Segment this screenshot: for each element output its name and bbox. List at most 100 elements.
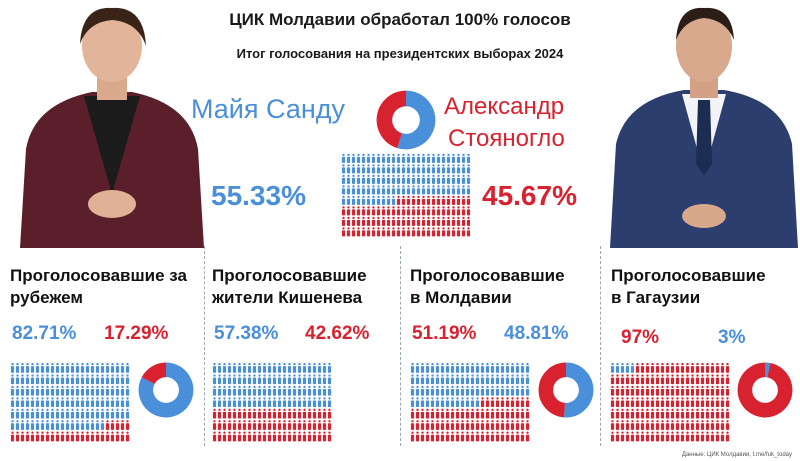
region-3-grid-person <box>655 374 660 385</box>
region-1-grid-person <box>252 362 257 373</box>
region-1-grid-person <box>262 385 267 396</box>
region-3-grid-person <box>680 420 685 430</box>
overall-grid-person <box>351 216 356 226</box>
overall-grid-person <box>366 185 371 195</box>
overall-grid-person <box>426 227 431 237</box>
region-2-grid-person <box>430 374 435 385</box>
region-1-grid-person <box>292 397 297 408</box>
region-0-grid-person <box>120 385 125 396</box>
region-2-grid-person <box>515 385 520 396</box>
region-1-grid-person <box>312 362 317 373</box>
region-2-grid-person <box>470 362 475 373</box>
region-0-grid-person <box>120 374 125 385</box>
region-3-grid-person <box>630 374 635 385</box>
region-2-grid-person <box>470 431 475 442</box>
overall-grid-person <box>441 206 446 216</box>
region-2-grid-person <box>460 374 465 385</box>
page-subtitle: Итог голосования на президентских выбора… <box>236 46 564 61</box>
overall-grid-person <box>356 216 361 226</box>
overall-grid-person <box>421 216 426 226</box>
region-3-grid-person <box>680 397 685 408</box>
region-2-grid-person <box>420 397 425 408</box>
region-0-grid-person <box>95 374 100 385</box>
overall-grid-person <box>466 227 471 237</box>
region-1-grid-person <box>287 362 292 373</box>
region-3-grid-person <box>670 408 675 419</box>
region-3-grid-person <box>635 420 640 430</box>
region-1-grid-person <box>247 385 252 396</box>
region-2-grid-person <box>440 431 445 442</box>
region-3-grid-person <box>615 374 620 385</box>
overall-grid-person <box>361 164 366 174</box>
region-0-grid-person <box>30 431 35 442</box>
region-2-grid-person <box>520 408 525 419</box>
region-moldova-pct-blue: 51.19% <box>412 323 477 344</box>
overall-grid-person <box>446 153 451 163</box>
region-0-grid-person <box>35 431 40 442</box>
candidate-right-percent: 45.67% <box>482 180 577 211</box>
region-0-grid-person <box>75 374 80 385</box>
region-0-grid-person <box>55 408 60 419</box>
region-3-grid-person <box>675 397 680 408</box>
region-2-grid-person <box>450 397 455 408</box>
region-2-grid-person <box>410 431 415 442</box>
region-2-grid-person <box>495 385 500 396</box>
region-2-grid-person <box>420 408 425 419</box>
overall-grid-person <box>446 227 451 237</box>
overall-grid-person <box>431 174 436 184</box>
overall-grid-person <box>451 153 456 163</box>
region-0-grid-person <box>30 420 35 430</box>
region-3-grid-person <box>640 408 645 419</box>
region-2-grid-person <box>425 431 430 442</box>
region-3-grid-person <box>640 362 645 373</box>
region-0-grid-person <box>125 397 130 408</box>
region-2-grid-person <box>475 374 480 385</box>
region-0-grid-person <box>70 408 75 419</box>
region-3-grid-person <box>700 385 705 396</box>
region-3-grid-person <box>705 397 710 408</box>
region-1-grid-person <box>297 385 302 396</box>
overall-grid-person <box>381 227 386 237</box>
region-2-grid-person <box>425 408 430 419</box>
region-0-grid-person <box>15 362 20 373</box>
region-3-grid-person <box>665 397 670 408</box>
region-0-grid-person <box>10 374 15 385</box>
overall-grid-person <box>391 153 396 163</box>
region-1-grid-person <box>287 431 292 442</box>
overall-grid-person <box>376 195 381 205</box>
region-0-grid-person <box>85 362 90 373</box>
region-1-grid-person <box>292 431 297 442</box>
region-1-grid-person <box>317 374 322 385</box>
divider-2 <box>400 246 401 446</box>
overall-grid-person <box>456 216 461 226</box>
overall-grid-person <box>406 185 411 195</box>
region-3-grid-person <box>665 431 670 442</box>
overall-grid-person <box>381 206 386 216</box>
region-0-grid-person <box>50 420 55 430</box>
region-2-grid-person <box>475 420 480 430</box>
region-1-grid-person <box>237 408 242 419</box>
overall-grid-person <box>456 195 461 205</box>
overall-grid-person <box>406 227 411 237</box>
region-1-grid-person <box>292 420 297 430</box>
region-2-grid-person <box>505 420 510 430</box>
region-0-grid-person <box>85 397 90 408</box>
overall-grid-person <box>411 174 416 184</box>
region-3-grid-person <box>705 408 710 419</box>
region-0-grid-person <box>75 431 80 442</box>
overall-grid-person <box>341 195 346 205</box>
region-1-grid-person <box>242 397 247 408</box>
region-0-grid-person <box>25 408 30 419</box>
region-1-grid-person <box>227 362 232 373</box>
region-gagauzia-pct-red: 97% <box>621 327 660 348</box>
region-2-grid-person <box>410 408 415 419</box>
region-0-grid-person <box>45 374 50 385</box>
region-1-grid-person <box>217 385 222 396</box>
region-2-grid-person <box>515 362 520 373</box>
overall-grid-person <box>446 164 451 174</box>
region-3-grid-person <box>680 431 685 442</box>
region-3-grid-person <box>720 362 725 373</box>
region-0-grid-person <box>70 374 75 385</box>
overall-grid-person <box>441 185 446 195</box>
region-3-grid-person <box>610 420 615 430</box>
